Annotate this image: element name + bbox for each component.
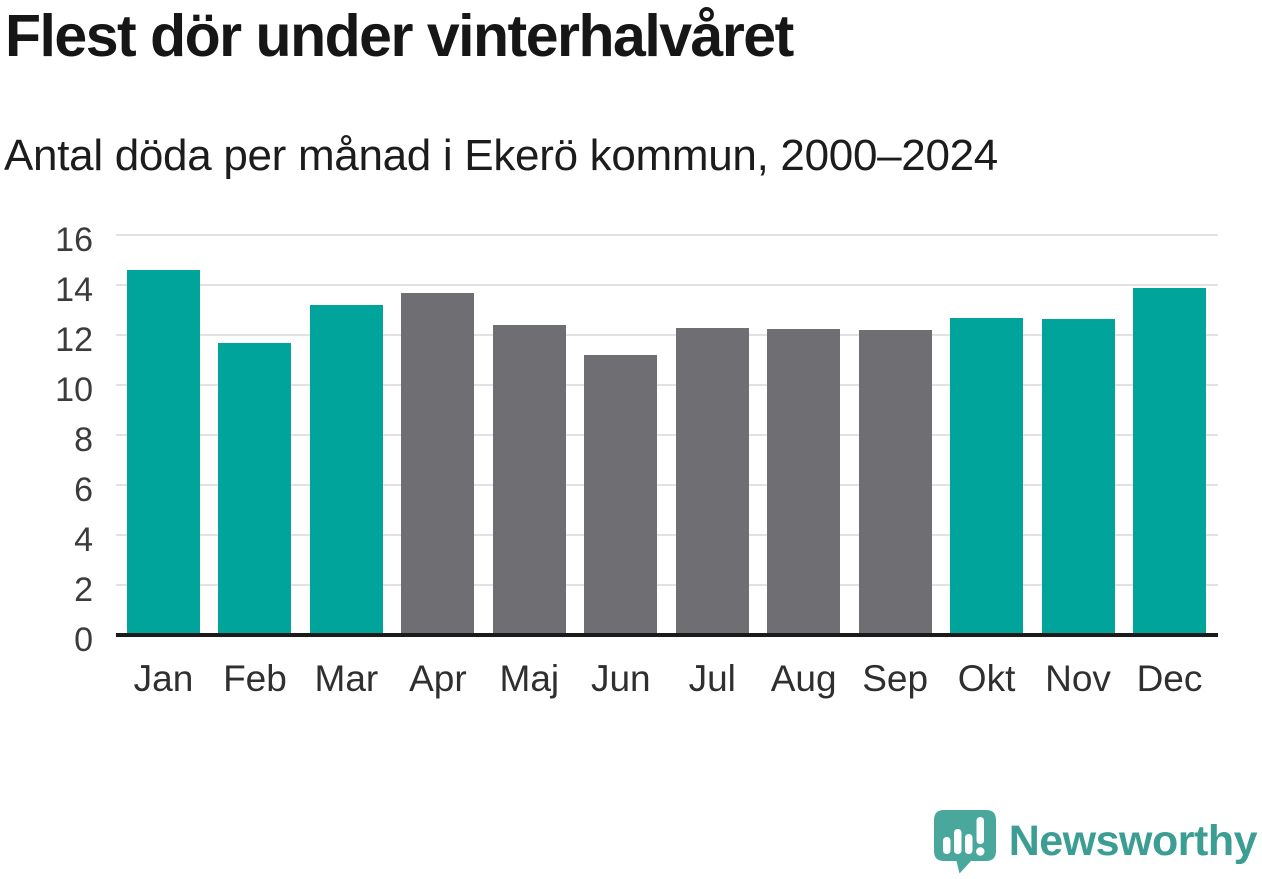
y-tick-label-10: 10 — [55, 371, 93, 409]
bar-jan — [127, 270, 200, 635]
x-tick-slot-maj: Maj — [493, 657, 566, 701]
x-tick-slot-feb: Feb — [218, 657, 291, 701]
bar-jun — [584, 355, 658, 635]
y-axis-labels: 0 2 4 6 8 10 12 14 16 — [0, 223, 93, 657]
x-tick-slot-jun: Jun — [584, 657, 657, 701]
x-tick-label-jul: Jul — [688, 658, 736, 699]
x-axis-line — [116, 633, 1218, 637]
bar-okt — [950, 317, 1024, 635]
gridline-14 — [116, 284, 1218, 286]
bar-dec — [1132, 287, 1206, 635]
gridline-4 — [116, 534, 1218, 536]
bar-aug — [767, 328, 841, 635]
page-subtitle: Antal döda per månad i Ekerö kommun, 200… — [4, 131, 998, 180]
x-tick-label-dec: Dec — [1136, 658, 1203, 699]
gridlines — [116, 234, 1218, 635]
x-tick-slot-apr: Apr — [401, 657, 474, 701]
page-title: Flest dör under vinterhalvåret — [5, 3, 794, 69]
bar-feb — [218, 342, 292, 635]
bars — [127, 235, 1206, 635]
x-tick-label-okt: Okt — [957, 658, 1016, 699]
newsworthy-logo-text: Newsworthy — [1008, 817, 1258, 865]
x-tick-label-aug: Aug — [770, 658, 837, 699]
y-tick-label-6: 6 — [74, 471, 93, 509]
gridline-12 — [116, 334, 1218, 336]
newsworthy-logo: Newsworthy — [930, 808, 1258, 875]
gridline-8 — [116, 434, 1218, 436]
y-tick-label-12: 12 — [55, 321, 93, 359]
x-tick-label-jan: Jan — [133, 658, 194, 699]
x-tick-label-maj: Maj — [499, 658, 560, 699]
x-tick-slot-jul: Jul — [676, 657, 749, 701]
x-tick-slot-dec: Dec — [1133, 657, 1206, 701]
x-axis-labels: Jan Feb Mar Apr Maj Jun Jul Aug Sep Okt Nov Dec — [127, 657, 1206, 701]
plot-area: 0 2 4 6 8 10 12 14 16 — [55, 223, 1218, 657]
bar-maj — [492, 325, 566, 635]
x-tick-slot-nov: Nov — [1042, 657, 1115, 701]
y-tick-label-8: 8 — [74, 421, 93, 459]
bar-apr — [401, 292, 475, 635]
newsworthy-logo-icon — [933, 810, 996, 874]
y-tick-label-16: 16 — [55, 221, 93, 259]
x-tick-slot-sep: Sep — [859, 657, 932, 701]
y-tick-label-2: 2 — [74, 571, 93, 609]
bar-mar — [309, 305, 383, 635]
x-tick-slot-mar: Mar — [310, 657, 383, 701]
y-tick-label-4: 4 — [74, 521, 93, 559]
gridline-16 — [116, 234, 1218, 236]
x-tick-label-mar: Mar — [314, 658, 379, 699]
x-tick-label-feb: Feb — [223, 658, 287, 699]
x-tick-slot-jan: Jan — [127, 657, 200, 701]
gridline-2 — [116, 584, 1218, 586]
x-tick-slot-aug: Aug — [767, 657, 840, 701]
bar-nov — [1041, 318, 1115, 635]
bar-jul — [675, 327, 749, 635]
x-tick-label-jun: Jun — [590, 658, 651, 699]
x-tick-slot-okt: Okt — [950, 657, 1023, 701]
x-tick-label-apr: Apr — [409, 658, 467, 699]
y-tick-label-14: 14 — [55, 271, 93, 309]
gridline-10 — [116, 384, 1218, 386]
x-tick-label-sep: Sep — [862, 658, 929, 699]
x-tick-label-nov: Nov — [1045, 658, 1111, 699]
bar-sep — [858, 330, 932, 635]
gridline-6 — [116, 484, 1218, 486]
y-tick-label-0: 0 — [74, 621, 93, 659]
